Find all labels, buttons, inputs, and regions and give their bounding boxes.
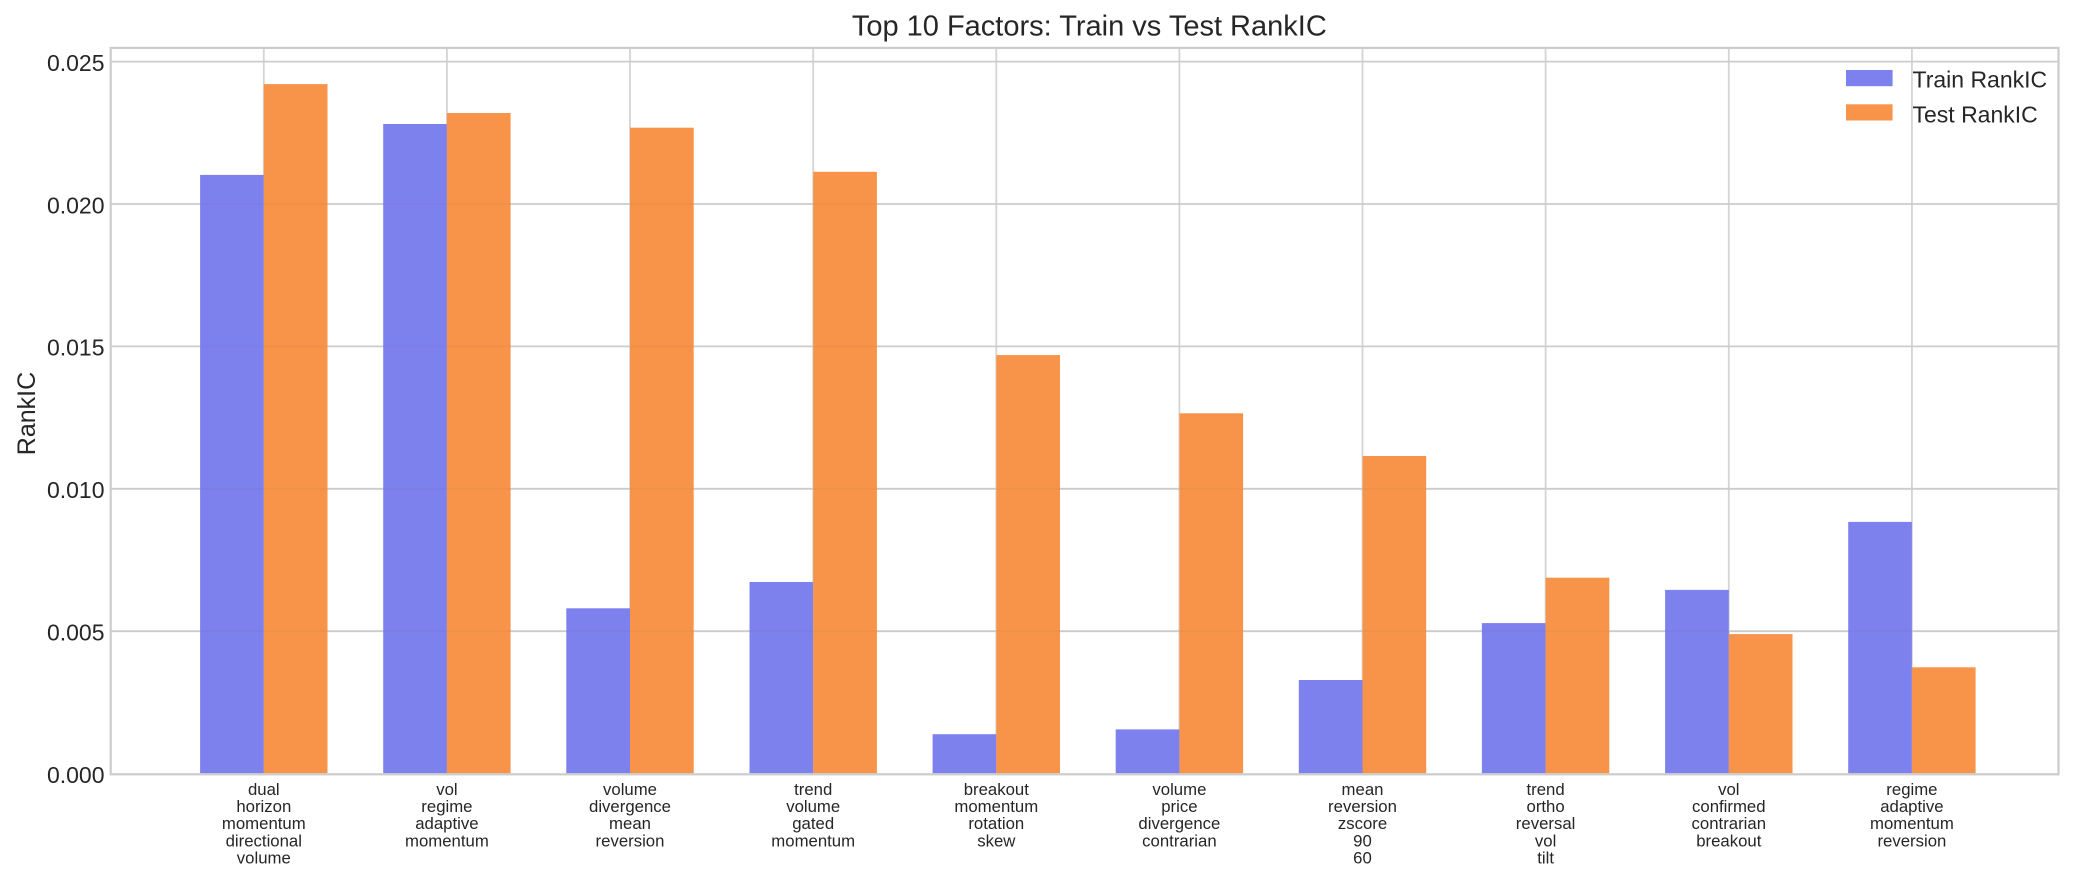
svg-text:momentum: momentum (222, 814, 306, 833)
svg-text:0.000: 0.000 (47, 762, 105, 788)
svg-text:0.005: 0.005 (47, 620, 105, 646)
svg-text:momentum: momentum (1870, 814, 1954, 833)
svg-text:reversion: reversion (1877, 831, 1946, 850)
svg-text:RankIC: RankIC (13, 372, 41, 455)
svg-text:confirmed: confirmed (1692, 797, 1766, 816)
svg-text:adaptive: adaptive (1880, 797, 1943, 816)
svg-text:momentum: momentum (405, 831, 489, 850)
svg-text:Test RankIC: Test RankIC (1913, 102, 2038, 128)
svg-text:Train RankIC: Train RankIC (1913, 66, 2048, 92)
svg-text:regime: regime (1886, 780, 1937, 799)
svg-text:tilt: tilt (1537, 849, 1554, 868)
svg-text:vol: vol (436, 780, 457, 799)
svg-text:price: price (1161, 797, 1197, 816)
svg-text:directional: directional (226, 831, 302, 850)
svg-text:momentum: momentum (771, 831, 855, 850)
svg-text:ortho: ortho (1527, 797, 1565, 816)
svg-text:adaptive: adaptive (415, 814, 478, 833)
svg-text:volume: volume (237, 849, 291, 868)
svg-text:trend: trend (1527, 780, 1565, 799)
svg-text:divergence: divergence (1138, 814, 1220, 833)
svg-text:trend: trend (794, 780, 832, 799)
svg-text:skew: skew (977, 831, 1016, 850)
svg-text:vol: vol (1535, 831, 1556, 850)
svg-text:volume: volume (786, 797, 840, 816)
svg-text:regime: regime (421, 797, 472, 816)
svg-text:reversal: reversal (1516, 814, 1576, 833)
svg-text:dual: dual (248, 780, 280, 799)
svg-text:contrarian: contrarian (1692, 814, 1766, 833)
svg-text:vol: vol (1718, 780, 1739, 799)
svg-text:0.025: 0.025 (47, 50, 105, 76)
svg-text:0.015: 0.015 (47, 335, 105, 361)
svg-text:horizon: horizon (236, 797, 291, 816)
svg-text:60: 60 (1353, 849, 1372, 868)
svg-text:volume: volume (603, 780, 657, 799)
svg-text:reversion: reversion (596, 831, 665, 850)
svg-text:zscore: zscore (1338, 814, 1387, 833)
svg-text:volume: volume (1152, 780, 1206, 799)
svg-text:breakout: breakout (1696, 831, 1762, 850)
svg-text:gated: gated (792, 814, 834, 833)
svg-text:90: 90 (1353, 831, 1372, 850)
svg-text:momentum: momentum (954, 797, 1038, 816)
svg-text:mean: mean (609, 814, 651, 833)
svg-text:0.020: 0.020 (47, 192, 105, 218)
svg-text:contrarian: contrarian (1142, 831, 1216, 850)
svg-text:Top 10 Factors: Train vs Test: Top 10 Factors: Train vs Test RankIC (852, 11, 1327, 43)
svg-text:divergence: divergence (589, 797, 671, 816)
svg-text:mean: mean (1342, 780, 1384, 799)
svg-text:reversion: reversion (1328, 797, 1397, 816)
svg-text:0.010: 0.010 (47, 477, 105, 503)
svg-text:rotation: rotation (968, 814, 1024, 833)
svg-text:breakout: breakout (964, 780, 1030, 799)
